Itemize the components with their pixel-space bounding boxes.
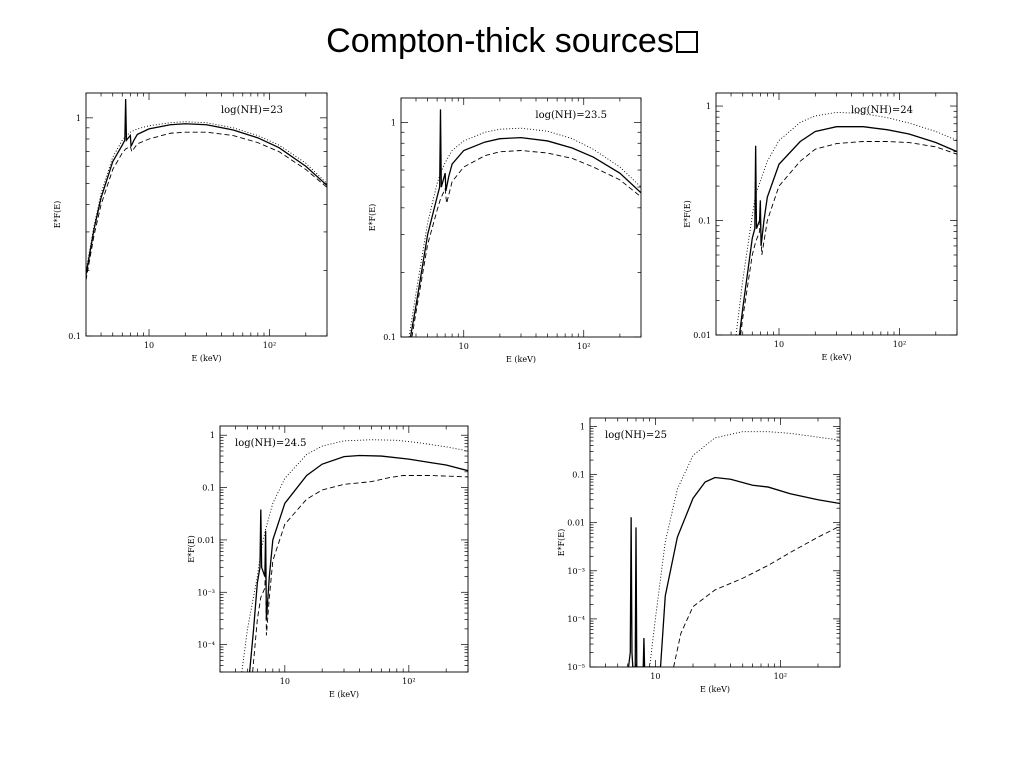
- slide-title-text: Compton-thick sources: [326, 22, 674, 60]
- series-line-solid: [86, 99, 327, 276]
- x-tick-label: 10: [459, 342, 469, 351]
- title-box-glyph: [675, 31, 698, 53]
- slide-title: Compton-thick sources: [0, 22, 1024, 61]
- series-line-dashed: [673, 525, 840, 667]
- x-axis-ticks: [219, 426, 469, 672]
- y-tick-label: 10⁻³: [197, 588, 215, 597]
- x-tick-label: 10: [144, 341, 154, 350]
- y-tick-label: 10⁻⁴: [197, 641, 215, 650]
- y-axis-ticks: [590, 426, 840, 668]
- series-line-dashed: [411, 150, 641, 337]
- x-axis-label: E (keV): [192, 354, 222, 363]
- y-tick-label: 0.01: [693, 331, 711, 340]
- y-tick-label: 0.1: [68, 332, 81, 341]
- series-line-solid: [248, 454, 468, 672]
- y-axis-ticks: [220, 434, 468, 673]
- y-tick-label: 10⁻³: [567, 567, 585, 576]
- chart-panel-nh-23-5: 10 10² 1 0.1 E (keV) E*F(E) log(NH)=23.5: [368, 97, 642, 364]
- series-line-solid: [738, 126, 957, 335]
- x-tick-label: 10²: [893, 340, 906, 349]
- y-tick-label: 0.1: [698, 217, 711, 226]
- x-axis-label: E (keV): [506, 355, 536, 364]
- series-line-dotted: [735, 111, 957, 335]
- y-tick-label: 0.1: [202, 484, 215, 493]
- y-tick-label: 1: [76, 114, 81, 123]
- x-axis-ticks: [715, 93, 958, 335]
- y-tick-label: 1: [580, 422, 585, 431]
- y-tick-label: 0.01: [197, 536, 215, 545]
- series-line-dashed: [740, 141, 957, 335]
- nh-annotation: log(NH)=25: [605, 430, 667, 441]
- x-axis-ticks: [400, 98, 642, 337]
- y-axis-ticks: [86, 117, 327, 337]
- series-line-dashed: [252, 475, 468, 672]
- plot-frame: [85, 92, 328, 337]
- x-tick-label: 10²: [577, 342, 590, 351]
- chart-panel-nh-24-5: 10 10² 1 0.1 0.01 10⁻³ 10⁻⁴ E (keV) E*F(E) log(NH…: [187, 425, 469, 699]
- nh-annotation: log(NH)=24: [851, 105, 913, 116]
- x-axis-ticks: [589, 418, 841, 667]
- y-tick-label: 10⁻⁴: [567, 615, 585, 624]
- y-tick-label: 0.1: [383, 333, 396, 342]
- series-line-dotted: [241, 439, 468, 672]
- chart-panel-nh-23: 10 10² 1 0.1 E (keV) E*F(E) log(NH)=23: [53, 92, 328, 363]
- x-axis-label: E (keV): [329, 690, 359, 699]
- y-tick-label: 1: [706, 102, 711, 111]
- nh-annotation: log(NH)=23: [221, 105, 283, 116]
- plot-frame: [589, 417, 841, 668]
- series-line-dashed: [86, 131, 327, 281]
- y-axis-label: E*F(E): [53, 201, 62, 228]
- x-axis-label: E (keV): [700, 685, 730, 694]
- series-line-dotted: [408, 127, 641, 337]
- series-line-dotted: [86, 121, 327, 271]
- x-tick-label: 10: [650, 672, 660, 681]
- series-line-dotted: [649, 431, 840, 667]
- nh-annotation: log(NH)=23.5: [535, 110, 607, 121]
- series-line-solid: [409, 109, 641, 337]
- x-tick-label: 10: [774, 340, 784, 349]
- x-tick-label: 10²: [263, 341, 276, 350]
- x-tick-label: 10²: [774, 672, 787, 681]
- plot-frame: [715, 92, 958, 336]
- y-axis-label: E*F(E): [368, 204, 377, 231]
- series-line-solid: [627, 476, 840, 667]
- chart-panel-nh-25: 10 10² 1 0.1 0.01 10⁻³ 10⁻⁴ 10⁻⁵ E (keV) E*F(E) lo…: [557, 417, 841, 694]
- y-axis-label: E*F(E): [187, 535, 196, 562]
- x-axis-ticks: [85, 93, 328, 336]
- y-tick-label: 1: [210, 431, 215, 440]
- x-axis-label: E (keV): [822, 353, 852, 362]
- y-tick-label: 1: [391, 118, 396, 127]
- y-axis-ticks: [716, 105, 957, 336]
- plot-frame: [400, 97, 642, 338]
- y-tick-label: 0.1: [572, 471, 585, 480]
- x-tick-label: 10: [280, 677, 290, 686]
- chart-panel-nh-24: 10 10² 1 0.1 0.01 E (keV) E*F(E) log(NH)=24: [683, 92, 958, 362]
- y-tick-label: 0.01: [567, 519, 585, 528]
- nh-annotation: log(NH)=24.5: [235, 438, 307, 449]
- y-axis-ticks: [401, 122, 641, 338]
- y-tick-label: 10⁻⁵: [567, 663, 585, 672]
- y-axis-label: E*F(E): [557, 529, 566, 556]
- y-axis-label: E*F(E): [683, 200, 692, 227]
- x-tick-label: 10²: [402, 677, 415, 686]
